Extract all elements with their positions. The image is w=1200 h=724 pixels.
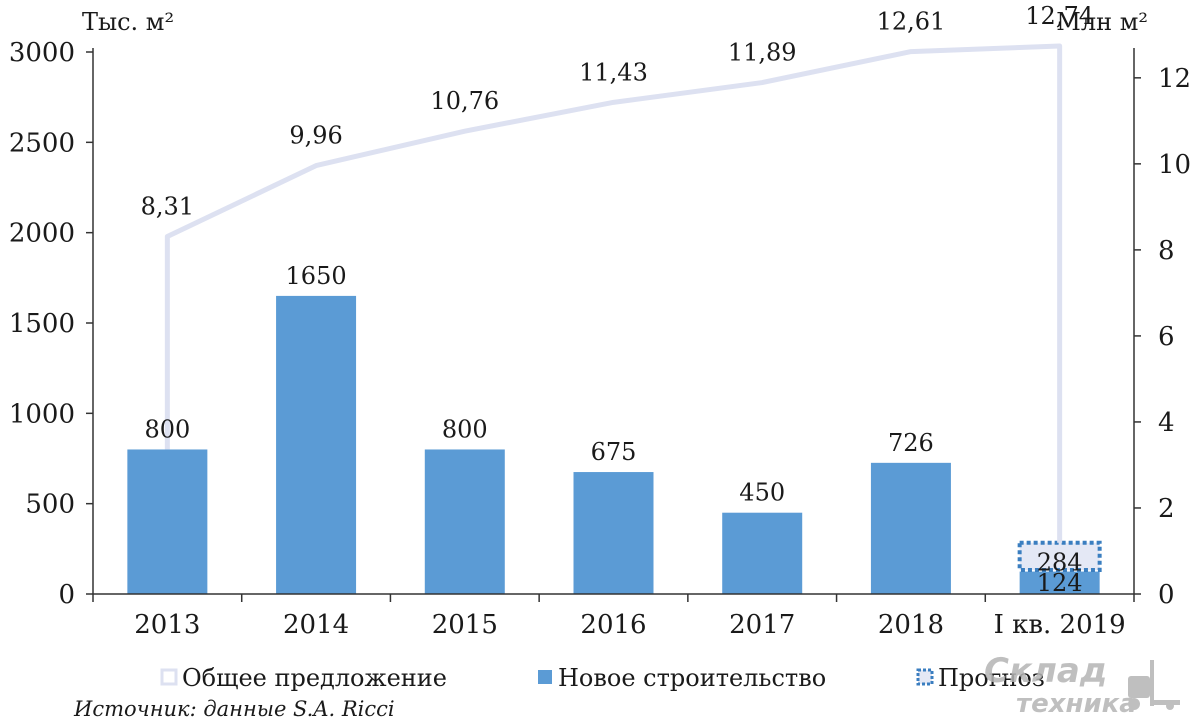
bar-5 <box>870 462 951 594</box>
bar-4 <box>722 512 803 594</box>
bar-0 <box>127 449 208 594</box>
y-tick-right-label: 2 <box>1158 494 1175 524</box>
watermark-line2: техника <box>1016 689 1137 719</box>
axes-layer: 0 500 1000 1500 2000 2500 3000 0 2 4 6 8 10 12 2013 201… <box>9 38 1191 640</box>
bar-2 <box>424 449 505 594</box>
forecast-bar-6 <box>1017 540 1102 573</box>
y-axis-title-right: Млн м² <box>1056 8 1148 36</box>
x-tick-label: 2018 <box>878 610 944 640</box>
bar-value-label: 1650 <box>286 262 347 290</box>
y-tick-left-label: 500 <box>25 490 75 520</box>
watermark-logo: Склад техника <box>984 651 1180 719</box>
y-tick-right-label: 8 <box>1158 236 1175 266</box>
y-tick-right-label: 0 <box>1158 580 1175 610</box>
line-layer <box>164 43 1063 543</box>
bar-6 <box>1019 571 1100 594</box>
line-value-label: 9,96 <box>289 122 342 150</box>
line-value-label: 10,76 <box>430 87 499 115</box>
bar-1 <box>276 295 357 594</box>
forklift-icon <box>1128 660 1180 710</box>
bar-value-label: 450 <box>739 479 785 507</box>
legend-label-new: Новое строительство <box>558 664 826 692</box>
legend-swatch-forecast <box>916 668 934 686</box>
watermark-line1: Склад <box>984 651 1107 691</box>
y-tick-right-label: 6 <box>1158 322 1175 352</box>
bar-value-label: 675 <box>591 438 637 466</box>
line-value-label: 12,74 <box>1025 2 1094 30</box>
y-tick-left-label: 0 <box>58 580 75 610</box>
x-tick-label: I кв. 2019 <box>994 610 1126 640</box>
x-tick-label: 2015 <box>432 610 498 640</box>
y-tick-left-label: 3000 <box>9 38 75 68</box>
x-tick-label: 2014 <box>283 610 349 640</box>
x-tick-label: 2017 <box>729 610 795 640</box>
legend-label-total: Общее предложение <box>182 664 447 692</box>
y-tick-left-label: 2000 <box>9 219 75 249</box>
y-tick-right-label: 10 <box>1158 150 1191 180</box>
x-tick-label: 2013 <box>134 610 200 640</box>
source-note: Источник: данные S.A. Ricci <box>73 697 395 721</box>
legend-swatch-total <box>160 668 178 686</box>
bar-value-label: 726 <box>888 429 934 457</box>
y-tick-left-label: 1000 <box>9 399 75 429</box>
y-axis-title-left: Тыс. м² <box>82 8 174 36</box>
bars-layer <box>127 295 1102 594</box>
bar-3 <box>573 472 654 594</box>
bar-value-label: 800 <box>442 415 488 443</box>
forecast-value-label: 284 <box>1037 549 1083 577</box>
line-value-label: 8,31 <box>141 193 194 221</box>
y-tick-right-label: 4 <box>1158 408 1175 438</box>
y-tick-left-label: 1500 <box>9 309 75 339</box>
line-value-label: 11,43 <box>579 58 648 86</box>
x-tick-label: 2016 <box>580 610 646 640</box>
line-value-label: 11,89 <box>728 39 797 67</box>
bar-value-label: 800 <box>144 415 190 443</box>
y-tick-right-label: 12 <box>1158 64 1191 94</box>
legend-label-forecast: Прогноз <box>938 664 1045 692</box>
y-tick-left-label: 2500 <box>9 128 75 158</box>
line-total-supply <box>164 43 1063 543</box>
bar-value-label: 124 <box>1037 569 1083 597</box>
legend-swatch-new <box>538 670 552 684</box>
legend: Общее предложение Новое строительство Пр… <box>160 664 1045 692</box>
line-value-label: 12,61 <box>877 8 946 36</box>
